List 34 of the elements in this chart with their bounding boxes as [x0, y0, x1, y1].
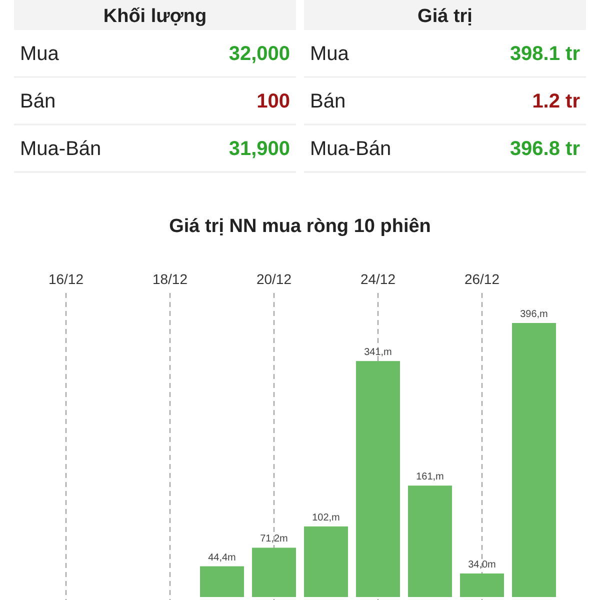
text: 100: [256, 90, 290, 112]
data-label: 44,4m: [208, 552, 236, 564]
x-tick-label: 16/12: [48, 271, 84, 287]
text: Khối lượng: [103, 6, 207, 27]
category-label: Mua-Bán: [20, 138, 102, 160]
text: 398.1 tr: [510, 43, 580, 65]
x-tick-label: 24/12: [360, 271, 396, 287]
text: Giá trị: [418, 6, 472, 27]
category-label: Bán: [310, 90, 346, 112]
text: 396.8 tr: [510, 138, 580, 160]
bar: [252, 548, 296, 597]
x-tick-label: 18/12: [152, 271, 188, 287]
data-label: 71,2m: [260, 534, 288, 545]
data-label: 34,0m: [468, 559, 496, 570]
text: 1.2 tr: [532, 90, 580, 112]
x-tick-label: 20/12: [256, 271, 292, 287]
chart-title: Giá trị NN mua ròng 10 phiên: [169, 216, 431, 237]
data-label: 341,m: [364, 347, 392, 358]
category-label: Bán: [20, 90, 56, 112]
data-label: 161,m: [416, 472, 444, 483]
category-label: Mua-Bán: [310, 138, 392, 160]
category-label: Mua: [310, 43, 350, 65]
category-label: Mua: [20, 43, 60, 65]
bar: [356, 361, 400, 597]
data-label: 102,m: [312, 512, 340, 524]
text: 31,900: [228, 138, 290, 160]
x-tick-label: 26/12: [464, 271, 500, 287]
data-label: 396,m: [520, 309, 548, 320]
bar: [304, 526, 348, 597]
bar: [460, 573, 504, 597]
bar: [200, 566, 244, 597]
bar: [512, 323, 556, 597]
bar: [408, 486, 452, 597]
text: 32,000: [228, 43, 290, 65]
